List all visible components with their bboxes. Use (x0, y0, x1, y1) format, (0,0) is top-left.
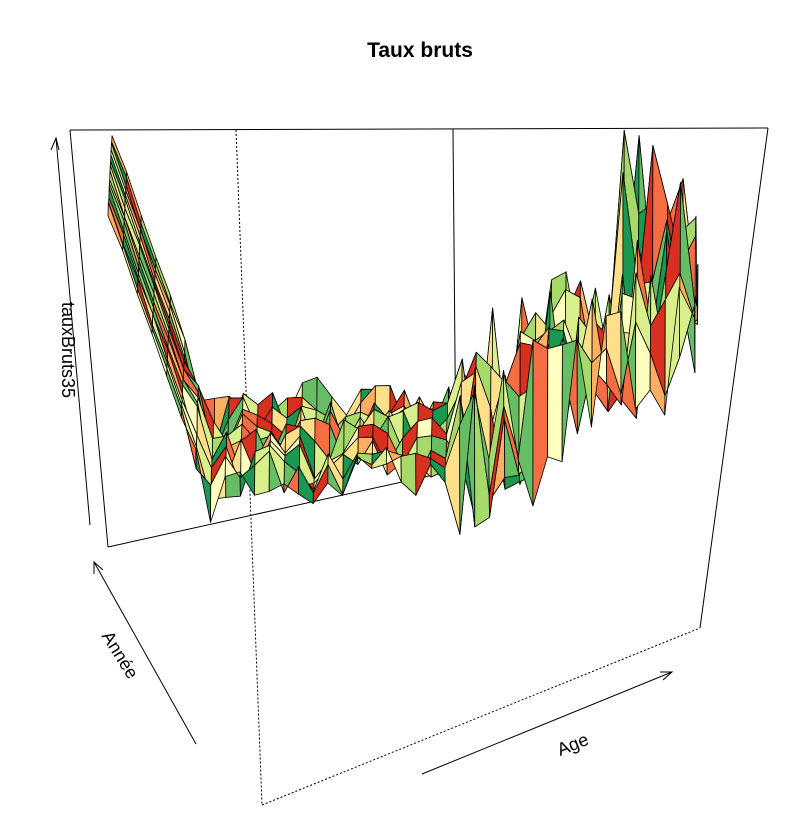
surface-facet (547, 344, 563, 463)
surface-facets (107, 130, 699, 535)
chart-title: Taux bruts (367, 39, 473, 62)
z-axis-arrow (50, 136, 91, 526)
surface-facet (357, 423, 374, 438)
x-axis-label: Age (554, 729, 591, 760)
surface-facet (678, 287, 695, 358)
surface-facet (400, 452, 417, 496)
z-axis-label: tauxBruts35 (58, 302, 78, 398)
y-axis-arrow (93, 560, 197, 745)
x-axis-arrow (421, 671, 674, 775)
surface-facet (532, 339, 549, 507)
surface-facet (416, 417, 433, 439)
box-front (69, 127, 769, 629)
